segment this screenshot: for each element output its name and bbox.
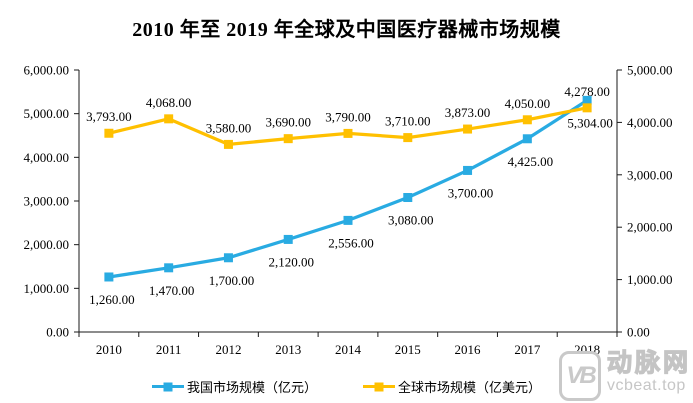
- vcbeat-watermark: VB 动脉网 vcbeat.top: [558, 349, 691, 401]
- china-market-marker: [223, 253, 233, 263]
- global-market-data-label: 3,790.00: [325, 109, 371, 124]
- china-market-line: [107, 98, 589, 279]
- legend-label-global-market: 全球市场规模（亿美元）: [398, 380, 542, 395]
- chart-title: 2010 年至 2019 年全球及中国医疗器械市场规模: [132, 19, 561, 41]
- x-axis-year-label: 2017: [514, 342, 541, 357]
- global-market-data-label: 4,278.00: [564, 84, 610, 99]
- right-axis-tick-label: 1,000.00: [627, 272, 673, 287]
- china-market-marker: [403, 193, 413, 203]
- watermark-url-text: vcbeat.top: [606, 377, 686, 394]
- china-market-data-label: 3,700.00: [448, 185, 494, 200]
- global-market-data-label: 3,690.00: [265, 115, 311, 130]
- global-market-marker: [164, 114, 174, 124]
- x-axis-year-label: 2015: [395, 342, 421, 357]
- right-axis-tick-label: 5,000.00: [627, 63, 673, 78]
- china-market-data-label: 4,425.00: [508, 154, 554, 169]
- watermark-brand-text: 动脉网: [606, 349, 691, 377]
- china-market-marker: [522, 134, 532, 144]
- global-market-data-label: 4,068.00: [146, 95, 192, 110]
- china-market-data-label: 2,120.00: [268, 254, 314, 269]
- china-market-data-label: 1,470.00: [149, 283, 195, 298]
- china-market-marker: [582, 95, 592, 105]
- china-market-marker: [164, 263, 174, 273]
- china-market-marker: [104, 272, 114, 282]
- left-axis-tick-label: 5,000.00: [24, 106, 70, 121]
- left-axis-tick-label: 1,000.00: [24, 281, 70, 296]
- global-market-data-label: 3,580.00: [206, 120, 252, 135]
- global-market-marker: [343, 128, 353, 138]
- x-axis-year-label: 2013: [275, 342, 301, 357]
- china-market-data-label: 2,556.00: [328, 235, 374, 250]
- global-market-data-label: 3,793.00: [86, 109, 132, 124]
- global-market-marker: [223, 139, 233, 149]
- china-market-marker: [343, 215, 353, 225]
- china-market-data-label: 1,260.00: [89, 292, 135, 307]
- global-market-marker: [463, 124, 473, 134]
- x-axis-year-label: 2014: [335, 342, 362, 357]
- legend-label-china-market: 我国市场规模（亿元）: [186, 380, 317, 395]
- legend-item-global-market: 全球市场规模（亿美元）: [363, 377, 541, 396]
- china-market-data-label: 1,700.00: [209, 273, 255, 288]
- right-axis-tick-label: 4,000.00: [627, 115, 673, 130]
- left-axis-tick-label: 0.00: [46, 325, 69, 340]
- china-market-data-label: 3,080.00: [388, 213, 434, 228]
- x-axis-year-label: 2011: [156, 342, 182, 357]
- global-market-data-label: 3,710.00: [385, 114, 431, 129]
- left-axis-tick-label: 3,000.00: [24, 194, 70, 209]
- global-market-data-label: 4,050.00: [505, 96, 551, 111]
- china-series-swatch-icon: [151, 382, 184, 391]
- global-market-data-label: 3,873.00: [445, 105, 491, 120]
- global-market-marker: [522, 115, 532, 125]
- global-series-swatch-icon: [363, 382, 395, 391]
- legend-item-china-market: 我国市场规模（亿元）: [151, 377, 317, 396]
- right-axis-tick-label: 3,000.00: [627, 167, 673, 182]
- global-market-marker: [283, 134, 293, 144]
- left-axis-tick-label: 4,000.00: [24, 150, 70, 165]
- chart-legend: 我国市场规模（亿元） 全球市场规模（亿美元）: [0, 377, 693, 396]
- global-market-marker: [582, 103, 592, 113]
- x-axis-year-label: 2010: [96, 342, 122, 357]
- x-axis-year-label: 2012: [215, 342, 241, 357]
- x-axis-year-label: 2016: [455, 342, 482, 357]
- left-axis-tick-label: 6,000.00: [24, 63, 70, 78]
- right-axis-tick-label: 2,000.00: [627, 220, 673, 235]
- china-market-marker: [463, 165, 473, 175]
- china-market-marker: [283, 234, 293, 244]
- global-market-marker: [403, 133, 413, 143]
- left-axis-tick-label: 2,000.00: [24, 237, 70, 252]
- vcbeat-logo-icon: VB: [558, 351, 601, 401]
- china-market-data-label: 5,304.00: [567, 115, 613, 130]
- global-market-marker: [104, 128, 114, 138]
- right-axis-tick-label: 0.00: [627, 325, 650, 340]
